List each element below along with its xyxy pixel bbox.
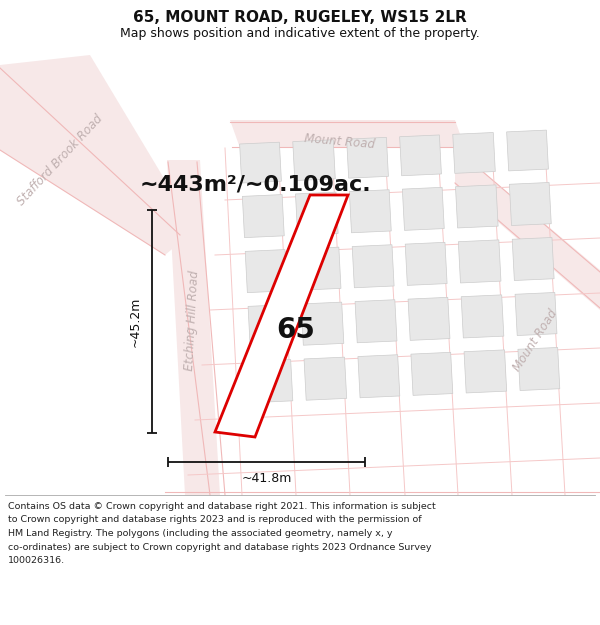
Polygon shape — [349, 190, 391, 232]
Polygon shape — [458, 240, 501, 283]
Polygon shape — [301, 302, 344, 345]
Polygon shape — [304, 357, 347, 400]
Text: Contains OS data © Crown copyright and database right 2021. This information is : Contains OS data © Crown copyright and d… — [8, 502, 436, 511]
Polygon shape — [248, 304, 290, 348]
Polygon shape — [293, 140, 335, 181]
Polygon shape — [167, 160, 220, 495]
Polygon shape — [245, 249, 287, 292]
Text: ~443m²/~0.109ac.: ~443m²/~0.109ac. — [140, 175, 371, 195]
Polygon shape — [298, 247, 341, 290]
Polygon shape — [518, 348, 560, 391]
Polygon shape — [411, 352, 453, 396]
Text: ~41.8m: ~41.8m — [241, 472, 292, 486]
Polygon shape — [239, 142, 281, 183]
Polygon shape — [455, 185, 498, 228]
Text: Mount Road: Mount Road — [510, 307, 560, 373]
Text: Stafford Brook Road: Stafford Brook Road — [14, 112, 106, 208]
Polygon shape — [512, 238, 554, 281]
Text: 65, MOUNT ROAD, RUGELEY, WS15 2LR: 65, MOUNT ROAD, RUGELEY, WS15 2LR — [133, 10, 467, 25]
Polygon shape — [405, 242, 447, 286]
Polygon shape — [506, 130, 548, 171]
Polygon shape — [408, 298, 450, 341]
Polygon shape — [464, 350, 506, 393]
Polygon shape — [453, 132, 495, 173]
Polygon shape — [461, 295, 504, 338]
Text: 65: 65 — [277, 316, 316, 344]
Polygon shape — [0, 50, 600, 495]
Polygon shape — [215, 195, 348, 437]
Polygon shape — [242, 194, 284, 238]
Text: 100026316.: 100026316. — [8, 556, 65, 565]
Polygon shape — [403, 188, 444, 231]
Text: HM Land Registry. The polygons (including the associated geometry, namely x, y: HM Land Registry. The polygons (includin… — [8, 529, 392, 538]
Polygon shape — [515, 292, 557, 336]
Polygon shape — [352, 245, 394, 288]
Polygon shape — [251, 359, 293, 403]
Polygon shape — [358, 355, 400, 398]
Polygon shape — [347, 138, 388, 178]
Polygon shape — [355, 300, 397, 343]
Text: ~45.2m: ~45.2m — [129, 296, 142, 347]
Text: Mount Road: Mount Road — [304, 132, 376, 152]
Text: Etching Hill Road: Etching Hill Road — [183, 269, 201, 371]
Polygon shape — [230, 120, 465, 148]
Polygon shape — [295, 192, 338, 235]
Polygon shape — [455, 148, 600, 310]
Text: Map shows position and indicative extent of the property.: Map shows position and indicative extent… — [120, 27, 480, 40]
Polygon shape — [400, 135, 442, 176]
Text: to Crown copyright and database rights 2023 and is reproduced with the permissio: to Crown copyright and database rights 2… — [8, 516, 422, 524]
Polygon shape — [509, 182, 551, 226]
Polygon shape — [0, 55, 195, 255]
Text: co-ordinates) are subject to Crown copyright and database rights 2023 Ordnance S: co-ordinates) are subject to Crown copyr… — [8, 542, 431, 551]
